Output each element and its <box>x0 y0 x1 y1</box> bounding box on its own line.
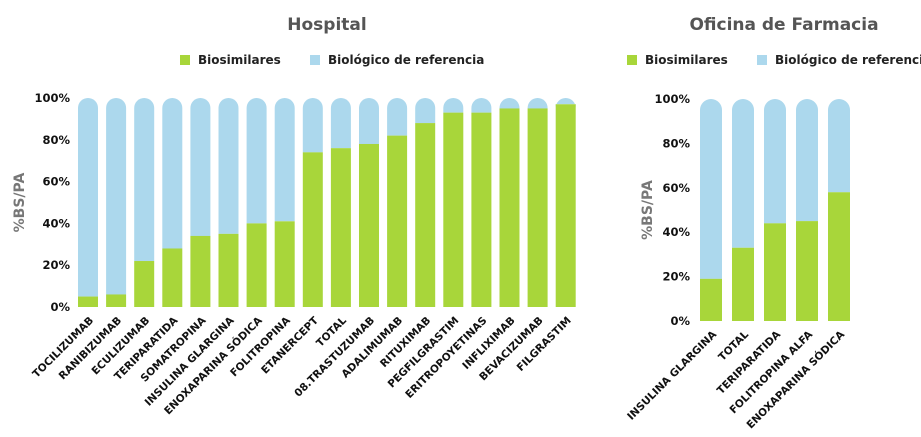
hospital-chart: Hospital Biosimilares Biológico de referen… <box>12 15 576 417</box>
legend-label: Biosimilares <box>198 53 281 67</box>
bar-referencia <box>330 98 351 149</box>
legend-swatch <box>310 55 320 65</box>
bar-referencia <box>162 98 183 249</box>
chart-title: Hospital <box>287 15 366 35</box>
bar-biosimilares <box>330 148 351 307</box>
bar-biosimilares <box>190 235 211 307</box>
bar-biosimilares <box>764 223 786 321</box>
legend-swatch <box>627 55 637 65</box>
bar-referencia <box>274 98 295 222</box>
bar-biosimilares <box>700 278 722 321</box>
y-tick-label: 80% <box>42 133 70 147</box>
bar-biosimilares <box>246 223 267 307</box>
bar-referencia <box>732 99 754 248</box>
bar-referencia <box>218 98 239 234</box>
y-tick-label: 0% <box>50 300 70 314</box>
x-tick-label: INSULINA GLARGINA <box>625 328 720 423</box>
bar-referencia <box>471 98 492 113</box>
bar-referencia <box>134 98 155 262</box>
bar-referencia <box>796 99 818 222</box>
y-tick-label: 0% <box>670 314 690 328</box>
bar-referencia <box>359 98 379 144</box>
bar-biosimilares <box>162 248 183 307</box>
bar-biosimilares <box>415 123 436 307</box>
bar-biosimilares <box>471 112 492 307</box>
legend-label: Biosimilares <box>645 53 728 67</box>
y-tick-label: 40% <box>42 216 70 230</box>
y-axis-label: %BS/PA <box>12 172 28 232</box>
bar-referencia <box>415 98 436 124</box>
y-tick-label: 40% <box>662 225 690 239</box>
bar-biosimilares <box>555 104 576 308</box>
bar-referencia <box>246 98 267 224</box>
y-axis-label: %BS/PA <box>640 180 656 240</box>
bar-biosimilares <box>796 221 818 321</box>
bar-biosimilares <box>106 294 127 307</box>
y-tick-label: 100% <box>34 91 70 105</box>
legend-label: Biológico de referencia <box>775 53 921 67</box>
bar-biosimilares <box>274 221 295 307</box>
y-tick-label: 20% <box>662 270 690 284</box>
bar-referencia <box>764 99 786 224</box>
bar-biosimilares <box>359 143 379 307</box>
bar-biosimilares <box>387 135 408 307</box>
chart-title: Oficina de Farmacia <box>689 15 878 35</box>
bar-biosimilares <box>218 233 239 307</box>
y-tick-label: 20% <box>42 258 70 272</box>
y-tick-label: 60% <box>42 175 70 189</box>
bar-biosimilares <box>78 296 98 307</box>
legend-swatch <box>757 55 767 65</box>
bar-referencia <box>443 98 464 113</box>
y-tick-label: 80% <box>662 136 690 150</box>
bar-referencia <box>302 98 323 153</box>
legend-label: Biológico de referencia <box>328 53 484 67</box>
bar-referencia <box>527 98 548 109</box>
y-tick-label: 60% <box>662 181 690 195</box>
bar-biosimilares <box>302 152 323 307</box>
bar-biosimilares <box>443 112 464 307</box>
bar-biosimilares <box>134 261 155 307</box>
bar-referencia <box>555 98 576 108</box>
bar-referencia <box>828 99 850 193</box>
legend-swatch <box>180 55 190 65</box>
y-tick-label: 100% <box>654 92 690 106</box>
bar-biosimilares <box>527 108 548 307</box>
bar-referencia <box>78 98 98 297</box>
oficina-chart: Oficina de Farmacia Biosimilares Biológico… <box>625 15 921 431</box>
bar-referencia <box>387 98 408 136</box>
bar-biosimilares <box>828 192 850 321</box>
bar-referencia <box>700 99 722 279</box>
bar-referencia <box>106 98 127 295</box>
bar-biosimilares <box>499 108 520 307</box>
bar-biosimilares <box>732 247 754 321</box>
bar-referencia <box>499 98 520 109</box>
bar-referencia <box>190 98 211 236</box>
